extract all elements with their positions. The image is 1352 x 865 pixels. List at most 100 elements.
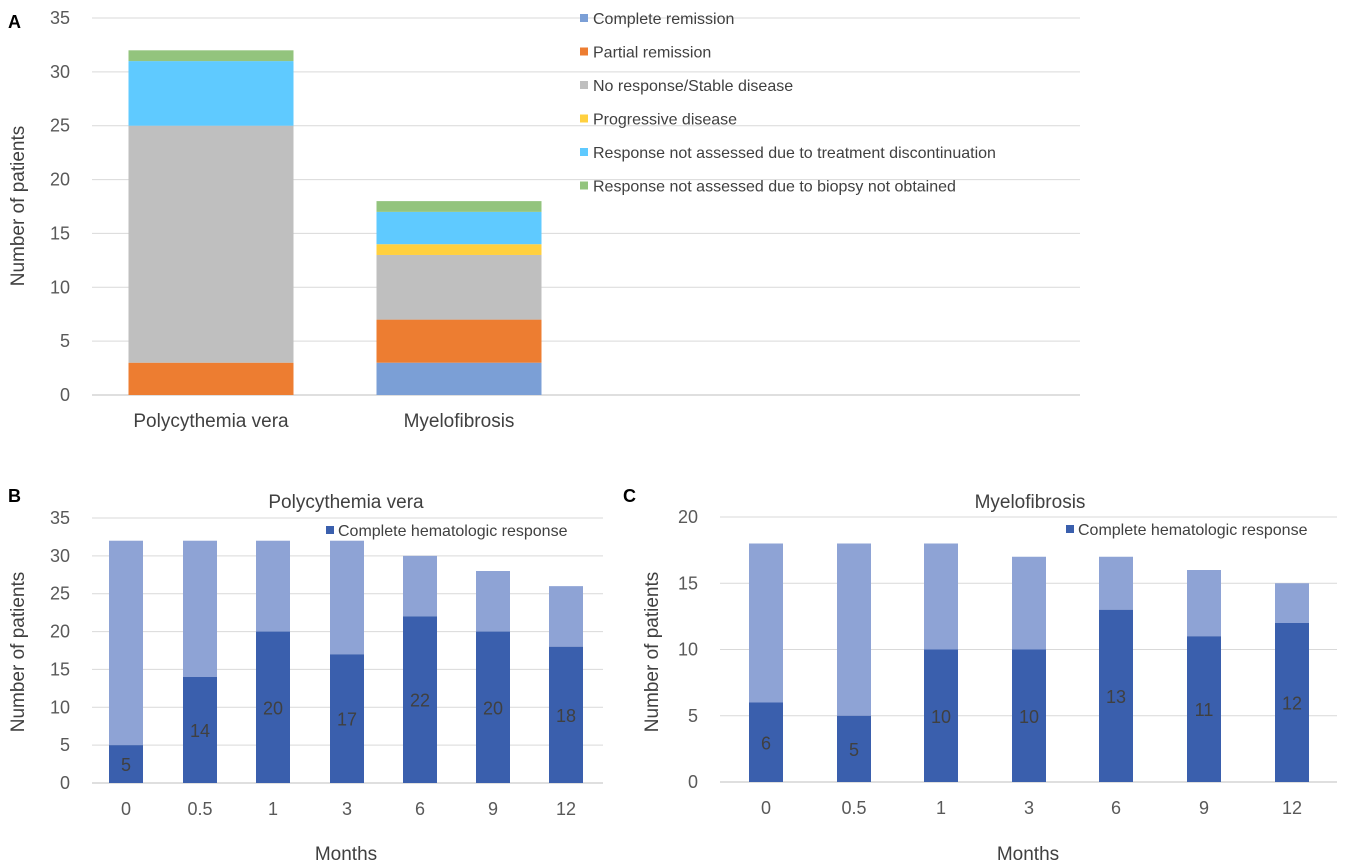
- panel-b-x-ticks: 0 0.5 1 3 6 9 12: [121, 799, 576, 819]
- total-bar-segment: [549, 586, 583, 647]
- stacked-bar-segment: [128, 362, 294, 395]
- total-bar-segment: [109, 540, 143, 746]
- response-bar-segment: [183, 677, 217, 783]
- legend-swatch: [580, 81, 588, 89]
- y-tick-label: 0: [60, 773, 70, 793]
- y-tick-label: 30: [50, 546, 70, 566]
- y-tick-label: 25: [50, 584, 70, 604]
- panel-a-y-ticks: 0 5 10 15 20 25 30 35: [50, 8, 70, 405]
- data-label: 17: [337, 710, 357, 730]
- data-label: 20: [263, 698, 283, 718]
- y-tick-label: 20: [50, 170, 70, 190]
- stacked-bar-segment: [376, 244, 542, 255]
- legend-label: Response not assessed due to biopsy not …: [593, 179, 956, 196]
- stacked-bar-segment: [128, 61, 294, 126]
- panel-b-letter: B: [8, 486, 21, 506]
- response-bar-segment: [476, 631, 510, 783]
- y-tick-label: 0: [688, 772, 698, 792]
- response-bar-segment: [549, 646, 583, 783]
- y-tick-label: 15: [678, 573, 698, 593]
- y-tick-label: 20: [678, 507, 698, 527]
- x-tick-label: 3: [1024, 798, 1034, 818]
- y-tick-label: 25: [50, 116, 70, 136]
- legend-swatch: [580, 114, 588, 123]
- legend-label: Response not assessed due to treatment d…: [593, 145, 996, 162]
- response-bar-segment: [837, 715, 871, 782]
- x-tick-label: 12: [1282, 798, 1302, 818]
- total-bar-segment: [1275, 583, 1309, 623]
- x-tick-label: 6: [415, 799, 425, 819]
- data-label: 11: [1195, 700, 1214, 720]
- panel-b-bars: 5 14 20 17 22 20 18: [109, 540, 583, 783]
- stacked-bar-segment: [128, 50, 294, 62]
- response-bar-segment: [403, 616, 437, 783]
- total-bar-segment: [403, 555, 437, 617]
- stacked-bar-segment: [376, 201, 542, 212]
- legend-swatch: [580, 148, 588, 156]
- data-label: 13: [1106, 687, 1126, 707]
- legend-label: Progressive disease: [593, 112, 737, 129]
- legend-label: Partial remission: [593, 45, 711, 62]
- panel-c-letter: C: [623, 486, 636, 506]
- total-bar-segment: [924, 543, 958, 650]
- legend-swatch: [1066, 525, 1074, 533]
- stacked-bar-segment: [376, 362, 542, 395]
- response-bar-segment: [924, 649, 958, 782]
- panel-a-y-axis-title: Number of patients: [8, 126, 29, 287]
- y-tick-label: 5: [60, 735, 70, 755]
- data-label: 14: [190, 721, 210, 741]
- response-bar-segment: [256, 631, 290, 783]
- x-tick-label: 9: [1199, 798, 1209, 818]
- response-bar-segment: [1275, 623, 1309, 782]
- panel-c-legend: Complete hematologic response: [1066, 522, 1308, 539]
- y-tick-label: 10: [50, 277, 70, 297]
- total-bar-segment: [183, 540, 217, 677]
- panel-c-bars: 6 5 10 10 13 11 12: [749, 543, 1309, 782]
- panel-b-y-ticks: 0 5 10 15 20 25 30 35: [50, 508, 70, 793]
- x-tick-label: 3: [342, 799, 352, 819]
- x-tick-label: Myelofibrosis: [404, 411, 515, 432]
- total-bar-segment: [749, 543, 783, 703]
- legend-label: No response/Stable disease: [593, 78, 793, 95]
- x-tick-label: 0.5: [187, 799, 212, 819]
- y-tick-label: 10: [50, 697, 70, 717]
- panel-c-y-ticks: 0 5 10 15 20: [678, 507, 698, 792]
- panel-a-x-ticks: Polycythemia vera Myelofibrosis: [133, 411, 514, 432]
- panel-b-x-axis-title: Months: [315, 844, 377, 865]
- legend-swatch: [580, 14, 588, 22]
- panel-a-letter: A: [8, 12, 21, 32]
- y-tick-label: 30: [50, 62, 70, 82]
- panel-c-title: Myelofibrosis: [975, 492, 1086, 513]
- x-tick-label: 0: [121, 799, 131, 819]
- data-label: 10: [1019, 707, 1039, 727]
- y-tick-label: 35: [50, 508, 70, 528]
- x-tick-label: Polycythemia vera: [133, 411, 289, 432]
- panel-c-x-ticks: 0 0.5 1 3 6 9 12: [761, 798, 1302, 818]
- y-tick-label: 0: [60, 385, 70, 405]
- response-bar-segment: [1099, 609, 1133, 782]
- stacked-bar-segment: [376, 319, 542, 363]
- stacked-bar-segment: [376, 254, 542, 320]
- y-tick-label: 15: [50, 223, 70, 243]
- data-label: 18: [556, 706, 576, 726]
- response-bar-segment: [330, 654, 364, 783]
- y-tick-label: 35: [50, 8, 70, 28]
- response-bar-segment: [1012, 649, 1046, 782]
- stacked-bar-segment: [376, 211, 542, 245]
- response-bar-segment: [749, 702, 783, 782]
- total-bar-segment: [256, 540, 290, 632]
- panel-b-legend: Complete hematologic response: [326, 523, 568, 540]
- total-bar-segment: [476, 571, 510, 632]
- stacked-bar-segment: [128, 125, 294, 363]
- total-bar-segment: [1099, 556, 1133, 610]
- y-tick-label: 20: [50, 622, 70, 642]
- panel-a-legend: Complete remission Partial remission No re…: [580, 11, 996, 196]
- data-label: 5: [121, 755, 131, 775]
- panel-b-title: Polycythemia vera: [268, 492, 424, 513]
- data-label: 5: [849, 740, 859, 760]
- legend-label: Complete hematologic response: [1078, 522, 1308, 539]
- panel-c-y-axis-title: Number of patients: [642, 572, 663, 733]
- total-bar-segment: [330, 540, 364, 655]
- legend-label: Complete remission: [593, 11, 734, 28]
- y-tick-label: 5: [60, 331, 70, 351]
